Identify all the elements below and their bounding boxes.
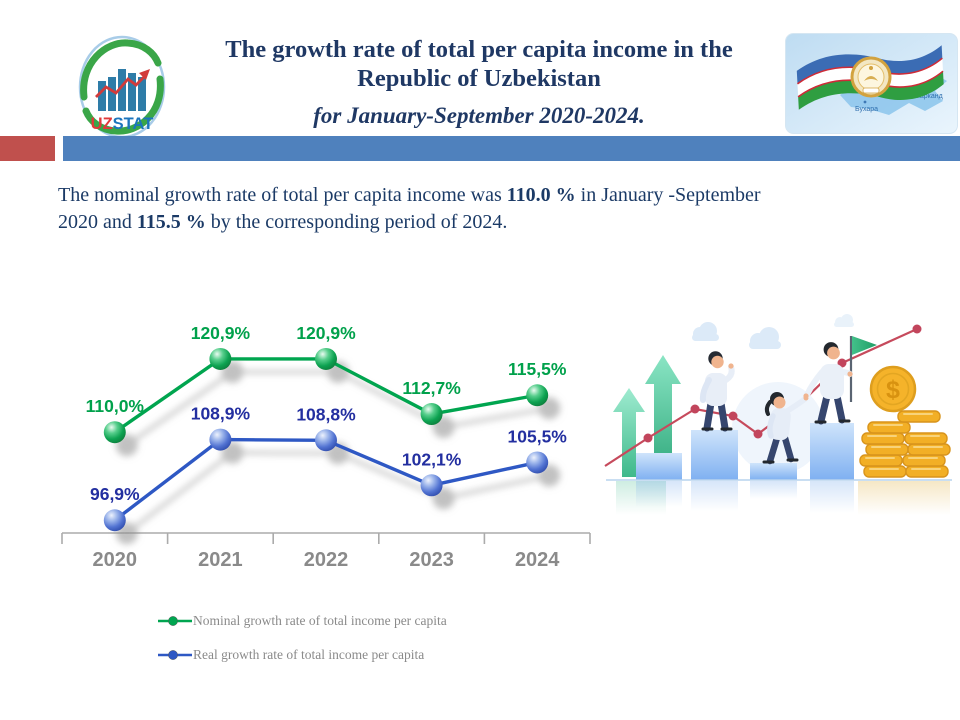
logo-swoosh-top [80, 39, 162, 101]
nominal-series-line-icon [158, 616, 192, 626]
data-label: 115,5% [508, 359, 567, 379]
data-point-marker [315, 347, 337, 370]
data-label: 108,8% [296, 404, 356, 424]
uzstat-logo: UZSTAT [78, 35, 166, 139]
logo-swoosh-bottom [82, 75, 164, 135]
x-axis-label: 2020 [93, 549, 138, 571]
dollar-symbol: $ [886, 376, 900, 404]
x-axis-label: 2022 [304, 549, 349, 571]
legend-label-nominal: Nominal growth rate of total income per … [193, 613, 447, 628]
growth-line-chart: 2020 2021 2022 2023 2024 110,0% 120,9% 120,9% 11… [61, 323, 591, 571]
data-point-marker [526, 451, 549, 474]
x-axis-label: 2021 [198, 549, 243, 571]
logo-trend-arrow-icon [139, 69, 150, 80]
page-subtitle: for January-September 2020-2024. [313, 102, 645, 128]
data-label: 120,9% [191, 323, 251, 343]
page-title-line2: Republic of Uzbekistan [357, 64, 601, 92]
legend-label-real: Real growth rate of total income per cap… [193, 647, 425, 662]
cloud-icon [692, 322, 719, 341]
data-point-marker [209, 428, 232, 451]
summary-paragraph: The nominal growth rate of total per cap… [58, 184, 761, 233]
x-axis-label: 2024 [515, 549, 560, 571]
data-label: 120,9% [296, 323, 356, 343]
dollar-coin-icon: $ [869, 365, 923, 413]
flag-bearer-figure [803, 336, 877, 425]
up-arrow-large-icon [645, 355, 681, 477]
x-axis-label: 2023 [409, 549, 454, 571]
businesswoman-figure [762, 392, 809, 465]
data-point-marker [103, 421, 126, 444]
cloud-icon [834, 314, 854, 327]
divider-blue-bar [63, 136, 960, 161]
map-label-samarkand: Самарканд [906, 93, 943, 100]
x-axis [61, 532, 591, 544]
data-label: 102,1% [402, 449, 462, 469]
data-point-marker [103, 509, 126, 532]
data-label: 112,7% [402, 378, 461, 398]
reflections [616, 481, 950, 515]
businessman-figure [699, 351, 735, 432]
bar-column-3 [750, 463, 797, 480]
chart-legend: Nominal growth rate of total income per … [158, 612, 447, 680]
uzbekistan-emblem-icon [850, 56, 892, 98]
data-label: 96,9% [90, 484, 140, 504]
up-arrow-small-icon [613, 388, 645, 477]
real-series-line-icon [158, 650, 192, 660]
map-city-dot [863, 100, 867, 104]
coin-stack-icon [859, 410, 951, 478]
sparkle-icon [911, 365, 923, 377]
data-label: 105,5% [508, 426, 568, 446]
divider-red-block [0, 136, 55, 161]
bar-column-1 [636, 453, 682, 480]
green-flag-icon [852, 336, 877, 355]
page-title-line1: The growth rate of total per capita inco… [225, 36, 733, 63]
series-0 [103, 347, 549, 444]
data-label: 108,9% [191, 404, 251, 424]
legend-item-nominal: Nominal growth rate of total income per … [158, 612, 447, 630]
bar-column-4 [810, 423, 854, 480]
logo-trend-line [95, 74, 147, 98]
growth-illustration: $ [604, 314, 952, 515]
logo-bar-chart-icon [98, 69, 146, 111]
legend-item-real: Real growth rate of total income per cap… [158, 646, 447, 664]
series-1 [103, 428, 549, 532]
header: The growth rate of total per capita inco… [168, 36, 790, 129]
bar-column-2 [691, 430, 738, 480]
map-label-bukhara: Бухара [855, 106, 878, 113]
data-point-marker [209, 347, 232, 370]
data-point-marker [526, 384, 549, 407]
data-point-marker [420, 403, 443, 426]
data-label: 110,0% [86, 396, 145, 416]
data-point-marker [315, 429, 337, 452]
logo-text: UZSTAT [91, 115, 154, 133]
uzbekistan-flag-image: Самарканд Бухара [785, 33, 958, 134]
cloud-icon [749, 327, 781, 349]
data-point-marker [420, 474, 443, 497]
